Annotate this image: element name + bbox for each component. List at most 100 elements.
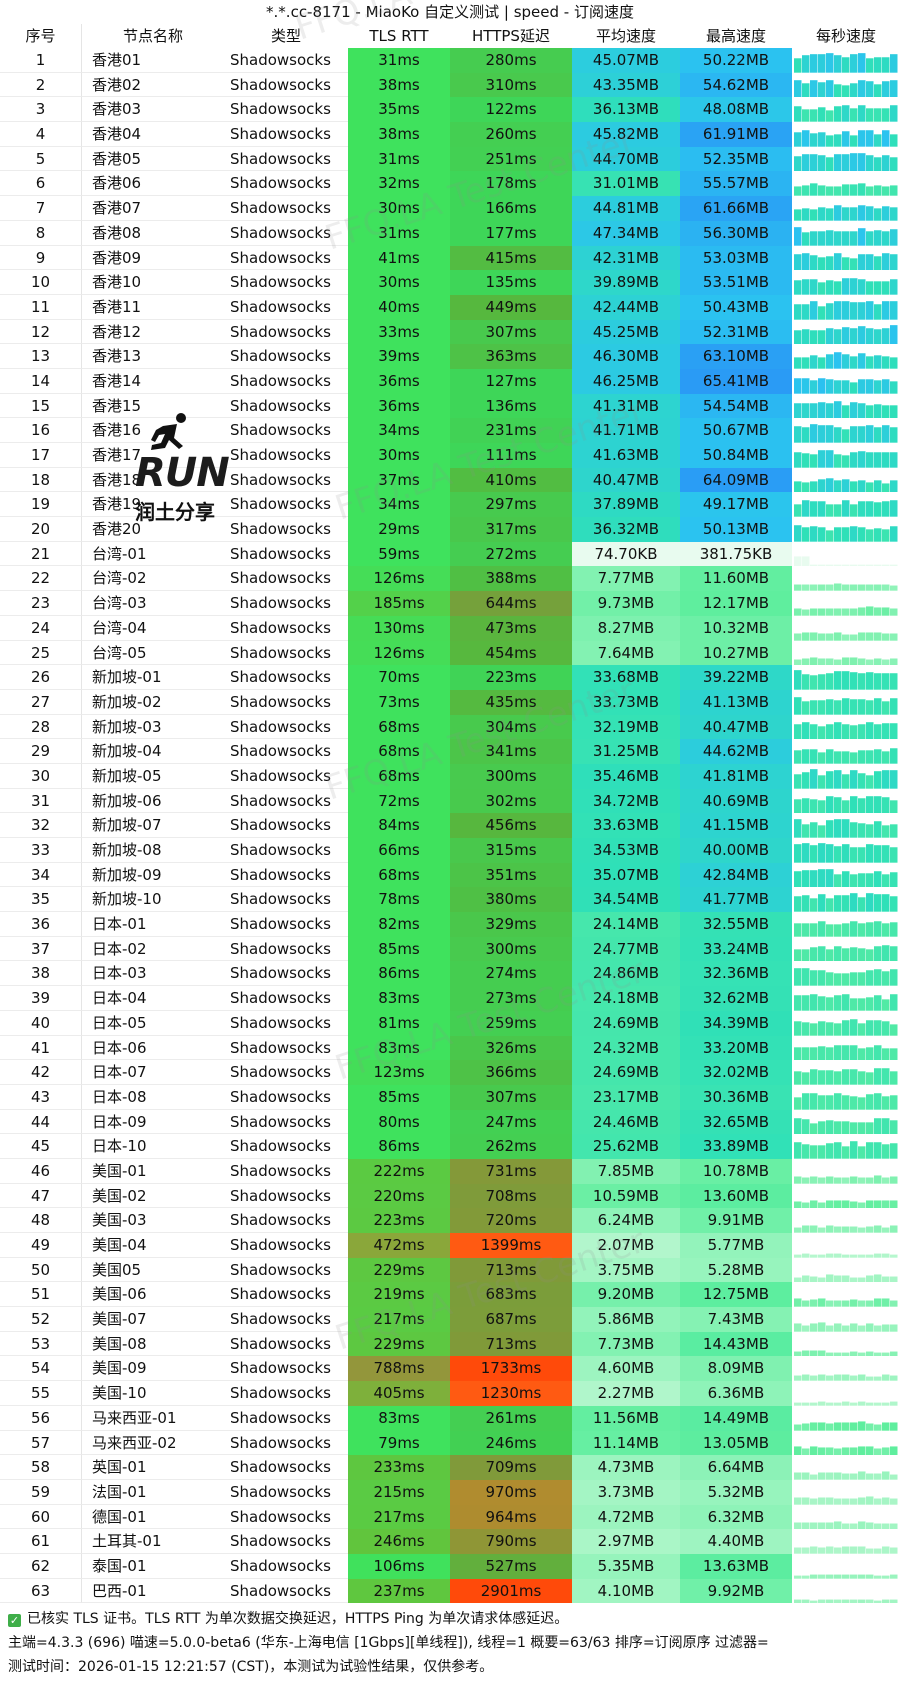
per-second-bar (834, 895, 842, 913)
per-second-bar (842, 799, 850, 814)
per-second-bar (826, 79, 834, 98)
per-second-bar (858, 105, 866, 123)
per-second-bar (842, 85, 850, 98)
per-second-bar (866, 1574, 874, 1579)
per-second-bar (818, 894, 826, 913)
per-second-sparkline (794, 1401, 898, 1406)
per-second-bar (834, 1402, 842, 1406)
row-type: Shadowsocks (224, 1332, 348, 1357)
footer-line-3: 测试时间：2026-01-15 12:21:57 (CST)，本测试为试验性结果… (8, 1659, 494, 1675)
per-second-bar (850, 1422, 858, 1431)
per-second-bar (810, 1254, 818, 1258)
row-tls-rtt: 123ms (348, 1060, 450, 1085)
row-node-name: 香港10 (82, 270, 224, 295)
per-second-bar (834, 231, 842, 246)
per-second-bar (866, 425, 874, 443)
per-second-bar (874, 1175, 882, 1184)
per-second-bar (842, 278, 850, 295)
per-second-bar (826, 53, 834, 73)
per-second-bar (794, 1547, 802, 1554)
per-second-bar (818, 700, 826, 715)
per-second-bar (818, 54, 826, 73)
per-second-bar (834, 480, 842, 493)
per-second-bar (866, 1402, 874, 1406)
table-row: 51 美国-06 Shadowsocks 219ms 683ms 9.20MB 12.75M… (0, 1282, 900, 1308)
row-type: Shadowsocks (224, 1307, 348, 1332)
per-second-bar (794, 1472, 802, 1480)
row-https-latency: 527ms (450, 1553, 572, 1579)
per-second-sparkline (794, 352, 898, 369)
row-max-speed: 54.54MB (680, 393, 792, 419)
per-second-bar (834, 352, 842, 369)
per-second-bar (882, 1200, 890, 1209)
row-per-second-chart (792, 147, 900, 172)
table-row: 2 香港02 Shadowsocks 38ms 310ms 43.35MB 54.62MB (0, 72, 900, 98)
per-second-bar (834, 995, 842, 1011)
per-second-bar (890, 324, 898, 345)
per-second-bar (834, 301, 842, 320)
row-https-latency: 366ms (450, 1060, 572, 1085)
per-second-bar (882, 1446, 890, 1456)
per-second-bar (794, 357, 802, 369)
per-second-bar (826, 255, 834, 271)
table-row: 57 马来西亚-02 Shadowsocks 79ms 246ms 11.14MB 13.0… (0, 1430, 900, 1456)
per-second-bar (826, 1375, 834, 1382)
per-second-bar (818, 1522, 826, 1530)
per-second-bar (794, 1277, 802, 1283)
per-second-bar (850, 327, 858, 345)
row-max-speed: 13.60MB (680, 1183, 792, 1209)
per-second-bar (882, 607, 890, 616)
row-tls-rtt: 36ms (348, 393, 450, 419)
row-tls-rtt: 30ms (348, 443, 450, 468)
per-second-bar (810, 994, 818, 1011)
row-tls-rtt: 229ms (348, 1331, 450, 1357)
row-per-second-chart (792, 813, 900, 838)
per-second-bar (810, 584, 818, 592)
row-per-second-chart (792, 1060, 900, 1085)
row-max-speed: 56.30MB (680, 220, 792, 246)
row-max-speed: 10.27MB (680, 640, 792, 666)
table-row: 25 台湾-05 Shadowsocks 126ms 454ms 7.64MB 10.27M… (0, 640, 900, 666)
per-second-bar (810, 700, 818, 715)
table-row: 18 香港18 Shadowsocks 37ms 410ms 40.47MB 64.09MB (0, 467, 900, 493)
per-second-bar (802, 1472, 810, 1480)
row-type: Shadowsocks (224, 1011, 348, 1036)
per-second-bar (842, 1177, 850, 1184)
per-second-bar (810, 380, 818, 394)
table-row: 20 香港20 Shadowsocks 29ms 317ms 36.32MB 50.13MB (0, 517, 900, 542)
per-second-bar (850, 1254, 858, 1258)
row-type: Shadowsocks (224, 887, 348, 913)
per-second-bar (866, 1254, 874, 1258)
row-index: 13 (0, 344, 82, 369)
row-avg-speed: 3.73MB (572, 1479, 680, 1505)
per-second-bar (810, 481, 818, 493)
row-avg-speed: 46.30MB (572, 344, 680, 369)
per-second-bar (802, 632, 810, 641)
per-second-bar (874, 1575, 882, 1579)
table-row: 16 香港16 Shadowsocks 34ms 231ms 41.71MB 50.67MB (0, 418, 900, 443)
per-second-bar (866, 253, 874, 271)
per-second-bar (834, 846, 842, 863)
row-https-latency: 731ms (450, 1158, 572, 1184)
per-second-bar (866, 1094, 874, 1110)
per-second-bar (810, 279, 818, 295)
per-second-bar (858, 750, 866, 764)
per-second-bar (882, 701, 890, 715)
per-second-bar (842, 301, 850, 320)
per-second-sparkline (794, 697, 898, 715)
per-second-bar (802, 1374, 810, 1382)
per-second-bar (842, 256, 850, 271)
footer: ✓ 已核实 TLS 证书。TLS RTT 为单次数据交换延迟，HTTPS Ping… (0, 1607, 900, 1679)
per-second-bar (834, 1374, 842, 1382)
row-tls-rtt: 32ms (348, 171, 450, 197)
per-second-bar (818, 1422, 826, 1431)
per-second-bar (858, 302, 866, 320)
per-second-bar (810, 1225, 818, 1233)
per-second-bar (834, 186, 842, 197)
row-https-latency: 136ms (450, 393, 572, 419)
row-https-latency: 1733ms (450, 1356, 572, 1382)
row-https-latency: 302ms (450, 788, 572, 814)
row-max-speed: 13.05MB (680, 1430, 792, 1456)
row-type: Shadowsocks (224, 1505, 348, 1530)
per-second-bar (850, 207, 858, 221)
